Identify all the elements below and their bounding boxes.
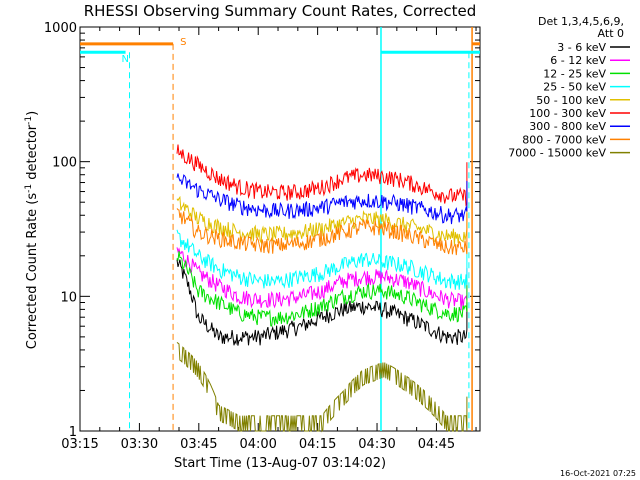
y-tick-label: 1000 [44,21,77,36]
legend-entry-label: 25 - 50 keV [543,81,606,94]
x-tick-label: 03:45 [180,437,217,452]
x-tick-label: 04:45 [418,437,455,452]
chart-title: RHESSI Observing Summary Count Rates, Co… [84,2,477,20]
series-line-3 [176,229,468,290]
series-line-5 [176,144,468,207]
legend-entry-label: 7000 - 15000 keV [508,147,606,160]
y-tick-label: 100 [52,156,77,171]
x-axis-ticks: 03:15 03:30 03:45 04:00 04:15 04:30 04:45 [61,27,477,452]
x-tick-label: 03:15 [61,437,98,452]
y-tick-label: 10 [60,290,77,305]
legend-entry-label: 12 - 25 keV [543,67,606,80]
legend-entry-label: 800 - 7000 keV [522,133,606,146]
legend-entry-label: 100 - 300 keV [529,107,606,120]
legend-header-1: Det 1,3,4,5,6,9, [538,15,624,28]
y-axis-label: Corrected Count Rate (s-1 detector-1) [24,111,40,349]
legend-entry-label: 300 - 800 keV [529,120,606,133]
series-line-7 [176,208,468,256]
annotation-label-S: S [180,37,186,48]
x-tick-label: 04:15 [299,437,336,452]
series-line-2 [176,251,468,327]
y-axis-ticks: 1 10 100 1000 [44,21,480,440]
series-line-0 [176,259,468,346]
x-tick-label: 03:30 [121,437,158,452]
legend-header-2: Att 0 [598,27,624,40]
footer-timestamp: 16-Oct-2021 07:25 [560,469,636,478]
x-tick-label: 04:00 [239,437,276,452]
series-line-6 [176,173,468,225]
legend-entry-label: 6 - 12 keV [550,54,606,67]
y-tick-label: 1 [69,425,77,440]
x-axis-label: Start Time (13-Aug-07 03:14:02) [174,456,386,471]
series-line-4 [176,195,468,245]
series-line-1 [176,247,468,311]
legend-entry-label: 50 - 100 keV [536,94,606,107]
series-line-8 [176,342,468,433]
series-layer [176,144,468,433]
x-tick-label: 04:30 [358,437,395,452]
annotation-label-N: N [122,54,129,65]
legend-entry-label: 3 - 6 keV [557,41,606,54]
